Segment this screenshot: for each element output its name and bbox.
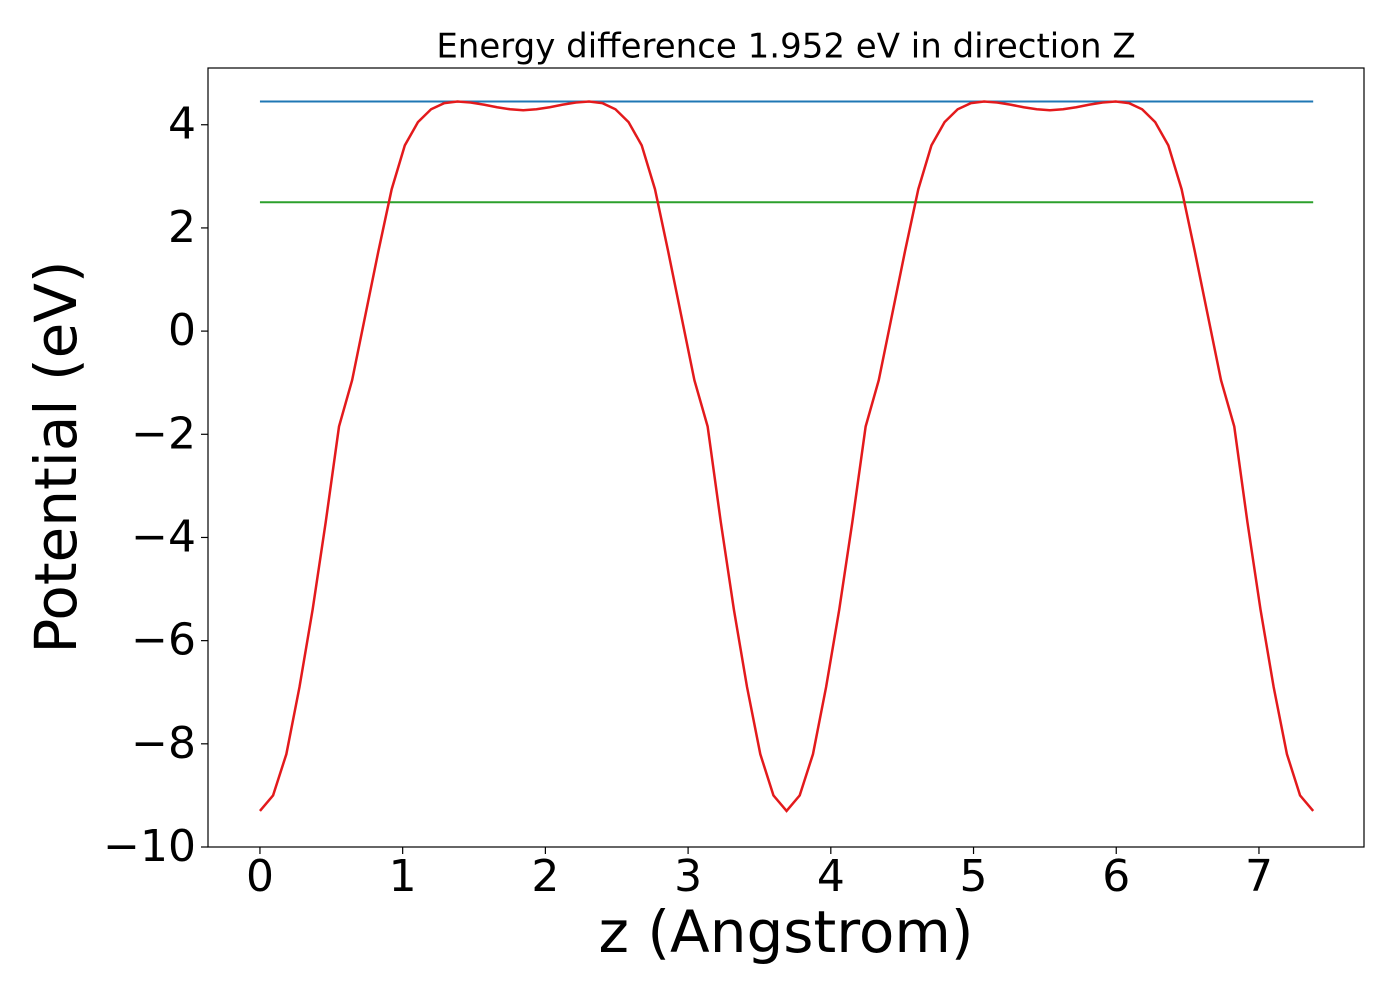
y-tick-label: 4	[168, 99, 196, 150]
y-tick-label: −6	[131, 615, 196, 666]
y-tick-label: 2	[168, 202, 196, 253]
y-tick-label: −10	[103, 821, 196, 872]
x-tick-label: 6	[1102, 851, 1130, 902]
x-tick-label: 5	[960, 851, 988, 902]
line-series	[258, 100, 1315, 813]
x-tick-label: 1	[389, 851, 417, 902]
y-tick-label: −8	[131, 718, 196, 769]
chart-title: Energy difference 1.952 eV in direction …	[436, 27, 1135, 67]
x-tick-label: 4	[817, 851, 845, 902]
y-axis-label: Potential (eV)	[22, 260, 90, 653]
y-tick-label: −4	[131, 511, 196, 562]
y-tick-label: −2	[131, 408, 196, 459]
x-axis-label: z (Angstrom)	[599, 898, 974, 966]
x-tick-label: 7	[1245, 851, 1273, 902]
x-tick-label: 0	[246, 851, 274, 902]
plot-frame	[207, 67, 1365, 848]
x-tick-label: 3	[674, 851, 702, 902]
y-tick-label: 0	[168, 305, 196, 356]
x-tick-label: 2	[531, 851, 559, 902]
